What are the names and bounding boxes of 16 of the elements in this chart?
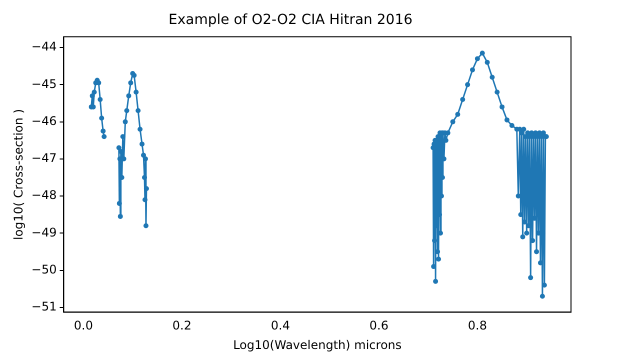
x-tick-label: 0.8: [468, 318, 487, 333]
y-tick-label: −51: [31, 300, 57, 314]
x-tick-label: 0.0: [74, 318, 93, 333]
x-tick-label: 0.6: [369, 318, 388, 333]
x-tick-label: 0.2: [172, 318, 192, 333]
y-tick-label: −44: [31, 40, 57, 54]
chart-title: Example of O2-O2 CIA Hitran 2016: [168, 12, 413, 28]
x-tick-label: 0.4: [270, 318, 290, 333]
y-tick-label: −45: [31, 76, 57, 91]
y-tick-label: −47: [31, 151, 57, 166]
y-tick-label: −48: [31, 188, 57, 202]
y-tick-label: −49: [31, 225, 57, 240]
y-tick-label: −46: [31, 114, 57, 128]
y-tick-label: −50: [31, 262, 57, 276]
y-axis-title: log10( Cross-section ): [11, 109, 26, 240]
x-axis-title: Log10(Wavelength) microns: [233, 338, 402, 352]
